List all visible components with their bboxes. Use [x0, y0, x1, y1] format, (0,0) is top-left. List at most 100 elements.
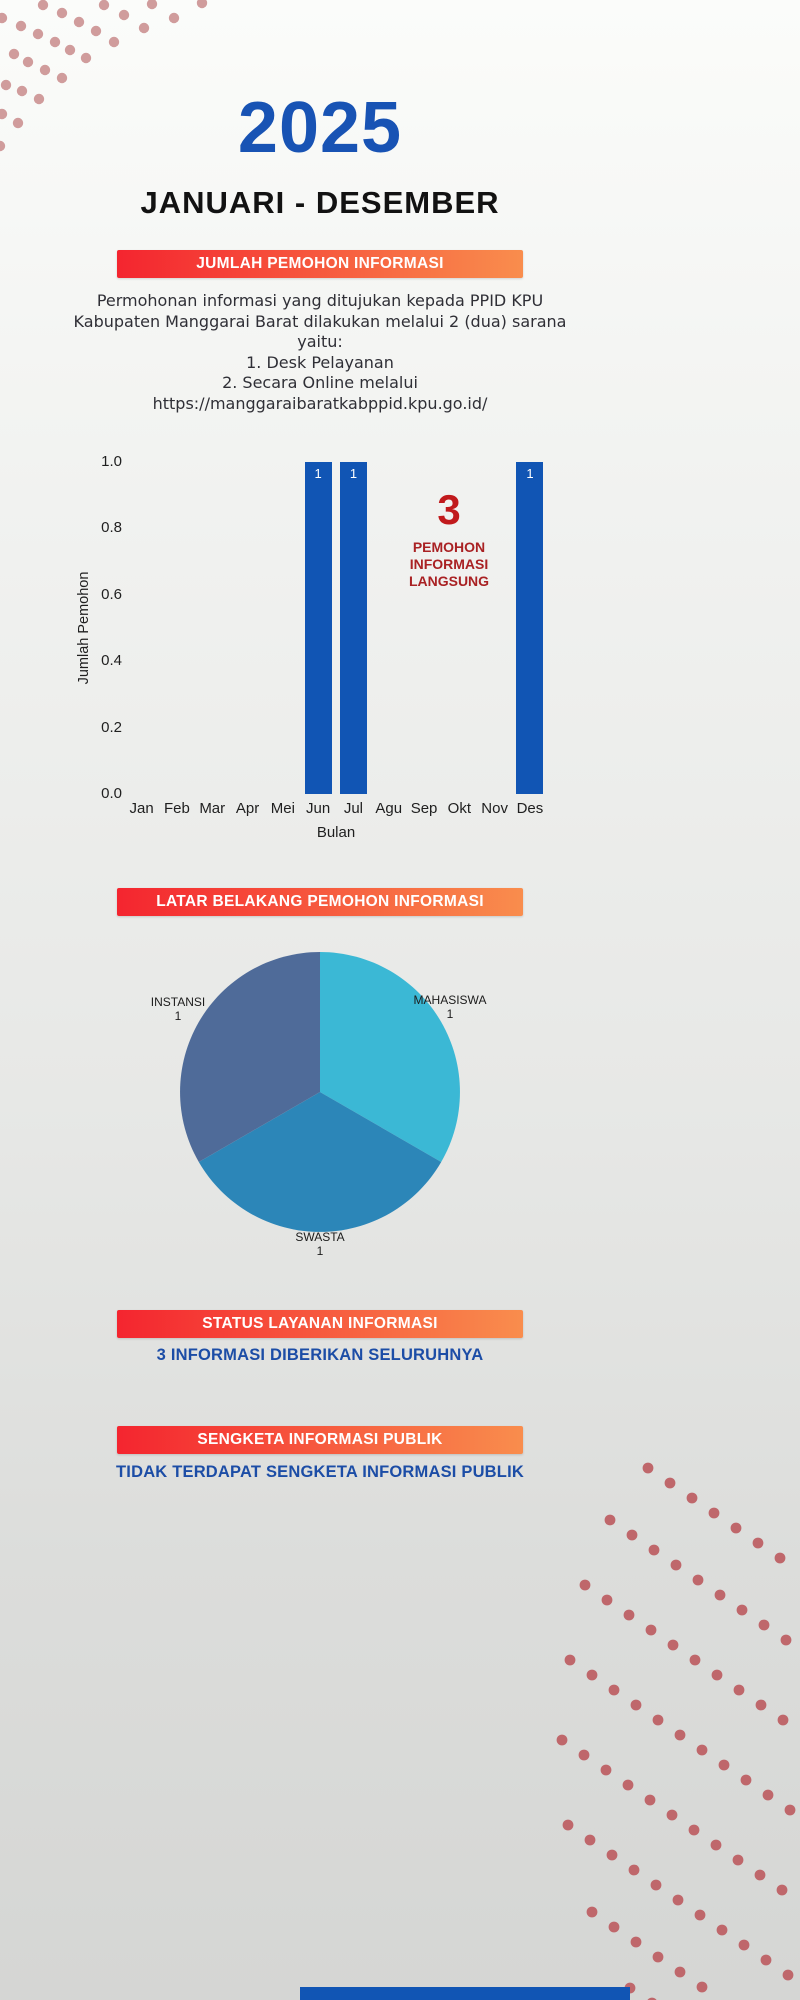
pie-chart: [180, 952, 460, 1232]
dot: [740, 1774, 752, 1786]
y-tick-label: 0.0: [101, 785, 122, 802]
dot: [0, 140, 6, 152]
x-tick-jan: Jan: [129, 800, 154, 817]
dot: [686, 1492, 698, 1504]
dot: [762, 1789, 774, 1801]
dot: [714, 1589, 726, 1601]
dot: [626, 1529, 638, 1541]
pie-slice-swasta: [198, 1092, 442, 1232]
dot: [648, 1544, 660, 1556]
dot: [0, 108, 8, 120]
dot: [608, 1921, 620, 1933]
x-tick-mar: Mar: [199, 800, 226, 817]
dot: [196, 0, 208, 9]
ppid-url[interactable]: https://manggaraibaratkabppid.kpu.go.id/: [152, 393, 488, 413]
dot: [689, 1654, 701, 1666]
description-line: yaitu:: [297, 332, 343, 351]
dot: [711, 1669, 723, 1681]
dot: [39, 64, 51, 76]
dot: [16, 85, 28, 97]
dot: [15, 20, 27, 32]
dot: [146, 0, 158, 10]
dot: [774, 1552, 786, 1564]
dot: [168, 12, 180, 24]
dot: [755, 1699, 767, 1711]
bar-des: 1: [516, 462, 544, 794]
dot: [776, 1884, 788, 1896]
dot: [674, 1729, 686, 1741]
dot: [732, 1854, 744, 1866]
dot: [586, 1906, 598, 1918]
dot: [736, 1604, 748, 1616]
dot: [600, 1764, 612, 1776]
dot: [622, 1779, 634, 1791]
dot: [642, 1462, 654, 1474]
dot: [623, 1609, 635, 1621]
dot: [108, 36, 120, 48]
dot: [652, 1714, 664, 1726]
dot: [730, 1522, 742, 1534]
dot: [12, 117, 24, 129]
dot: [664, 1477, 676, 1489]
description-line: 1. Desk Pelayanan: [246, 352, 394, 372]
x-axis-label: Bulan: [316, 824, 356, 841]
dot: [710, 1839, 722, 1851]
y-tick-label: 0.6: [101, 585, 122, 603]
dot: [667, 1639, 679, 1651]
banner-sengketa: SENGKETA INFORMASI PUBLIK: [117, 1426, 523, 1454]
annotation-line: INFORMASI: [409, 556, 489, 572]
dot: [688, 1824, 700, 1836]
x-tick-mei: Mei: [270, 800, 295, 817]
dot: [586, 1669, 598, 1681]
dot: [754, 1869, 766, 1881]
dot-pattern-bottom-right: [556, 1462, 796, 2000]
x-tick-apr: Apr: [235, 800, 260, 817]
dot: [56, 72, 68, 84]
dot: [579, 1579, 591, 1591]
dot: [33, 93, 45, 105]
dot: [556, 1734, 568, 1746]
x-tick-okt: Okt: [447, 800, 471, 817]
dot: [22, 56, 34, 68]
bar-jun: 1: [304, 462, 332, 794]
dot: [0, 79, 12, 91]
y-axis-label: Jumlah Pemohon: [76, 571, 92, 685]
bottom-accent-bar: [300, 1987, 630, 2000]
dot: [628, 1864, 640, 1876]
y-tick-label: 1.0: [101, 453, 122, 470]
bar-jul: 1: [339, 462, 367, 794]
description-line: Kabupaten Manggarai Barat dilakukan mela…: [73, 311, 567, 331]
pie-slice-mahasiswa: [320, 952, 460, 1162]
dot: [645, 1624, 657, 1636]
dot: [696, 1981, 708, 1993]
x-tick-jun: Jun: [306, 800, 331, 817]
dot: [752, 1537, 764, 1549]
year-title: 2025: [237, 88, 403, 168]
dot: [80, 52, 92, 64]
dot: [777, 1714, 789, 1726]
dot: [98, 0, 110, 11]
banner-status-layanan: STATUS LAYANAN INFORMASI: [117, 1310, 523, 1338]
x-tick-feb: Feb: [164, 800, 190, 817]
dot: [90, 25, 102, 37]
x-tick-des: Des: [516, 800, 544, 817]
dot: [696, 1744, 708, 1756]
pie-label-swasta: SWASTA 1: [295, 1230, 345, 1258]
dot: [650, 1879, 662, 1891]
dot: [56, 7, 68, 19]
dot: [733, 1684, 745, 1696]
y-tick-label: 0.2: [101, 718, 122, 736]
dot: [666, 1809, 678, 1821]
annotation-line: LANGSUNG: [408, 573, 490, 589]
dot: [652, 1951, 664, 1963]
pie-label-instansi: INSTANSI 1: [150, 995, 206, 1023]
dot: [49, 36, 61, 48]
dot: [606, 1849, 618, 1861]
dot: [672, 1894, 684, 1906]
banner-latar-belakang: LATAR BELAKANG PEMOHON INFORMASI: [117, 888, 523, 916]
dot: [138, 22, 150, 34]
dot: [604, 1514, 616, 1526]
annotation-number: 3: [437, 486, 461, 533]
dot: [8, 48, 20, 60]
